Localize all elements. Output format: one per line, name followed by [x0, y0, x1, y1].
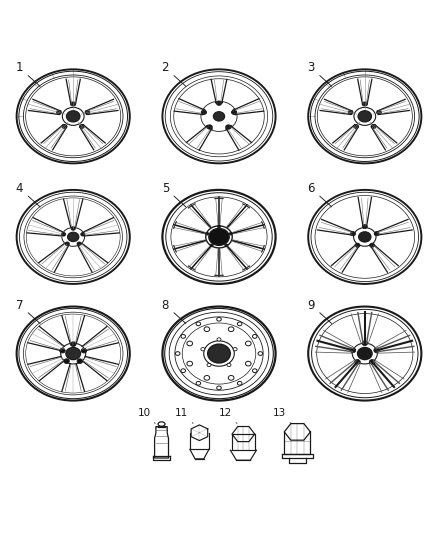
Ellipse shape	[181, 335, 186, 338]
Ellipse shape	[61, 232, 66, 236]
Ellipse shape	[176, 352, 180, 356]
Text: 12: 12	[219, 408, 237, 423]
Ellipse shape	[67, 232, 79, 241]
Ellipse shape	[196, 382, 201, 385]
Ellipse shape	[362, 341, 367, 345]
Ellipse shape	[217, 338, 221, 341]
Ellipse shape	[357, 348, 372, 360]
Text: 4: 4	[16, 182, 40, 207]
Ellipse shape	[227, 364, 231, 367]
Ellipse shape	[245, 361, 251, 366]
Ellipse shape	[71, 227, 75, 230]
Ellipse shape	[204, 376, 210, 380]
Ellipse shape	[355, 243, 360, 247]
Ellipse shape	[207, 364, 211, 367]
Ellipse shape	[57, 110, 61, 115]
Ellipse shape	[353, 124, 358, 128]
Ellipse shape	[65, 242, 69, 246]
Ellipse shape	[232, 110, 237, 115]
Text: 5: 5	[162, 182, 186, 207]
Ellipse shape	[181, 369, 186, 373]
Ellipse shape	[187, 361, 193, 366]
Ellipse shape	[226, 125, 231, 129]
Ellipse shape	[204, 327, 210, 332]
Ellipse shape	[62, 124, 67, 128]
Ellipse shape	[77, 359, 83, 364]
Text: 11: 11	[175, 408, 193, 423]
Ellipse shape	[362, 224, 367, 229]
Ellipse shape	[237, 322, 242, 326]
Ellipse shape	[252, 335, 257, 338]
Ellipse shape	[71, 342, 76, 346]
Text: 7: 7	[16, 298, 40, 324]
Ellipse shape	[209, 229, 229, 245]
Ellipse shape	[187, 341, 193, 346]
Ellipse shape	[218, 225, 220, 228]
Ellipse shape	[355, 360, 360, 364]
Ellipse shape	[245, 341, 251, 346]
Ellipse shape	[350, 348, 356, 353]
Ellipse shape	[201, 110, 206, 115]
Text: 3: 3	[307, 61, 332, 86]
Ellipse shape	[210, 244, 213, 246]
Ellipse shape	[233, 348, 237, 351]
Ellipse shape	[225, 244, 228, 246]
Ellipse shape	[85, 110, 90, 115]
Ellipse shape	[228, 376, 234, 380]
Ellipse shape	[230, 232, 232, 235]
Ellipse shape	[228, 327, 234, 332]
Ellipse shape	[359, 232, 371, 242]
Ellipse shape	[217, 317, 221, 321]
Ellipse shape	[371, 124, 376, 128]
Text: 8: 8	[162, 298, 186, 324]
Ellipse shape	[258, 352, 262, 356]
Ellipse shape	[213, 111, 225, 121]
Ellipse shape	[67, 111, 80, 122]
Ellipse shape	[71, 102, 76, 106]
Ellipse shape	[81, 232, 85, 236]
Ellipse shape	[206, 232, 208, 235]
Ellipse shape	[370, 243, 374, 247]
Ellipse shape	[358, 111, 371, 122]
Ellipse shape	[80, 124, 85, 128]
Ellipse shape	[217, 386, 221, 390]
Ellipse shape	[207, 125, 212, 129]
Ellipse shape	[60, 349, 65, 353]
Ellipse shape	[77, 242, 81, 246]
Text: 13: 13	[273, 408, 291, 423]
Ellipse shape	[252, 369, 257, 373]
Ellipse shape	[81, 349, 87, 353]
Text: 9: 9	[307, 298, 332, 324]
Ellipse shape	[362, 102, 367, 106]
Text: 2: 2	[162, 61, 186, 86]
Ellipse shape	[237, 382, 242, 385]
Ellipse shape	[64, 359, 69, 364]
Ellipse shape	[369, 360, 375, 364]
Text: 10: 10	[138, 408, 155, 423]
Ellipse shape	[196, 322, 201, 326]
Ellipse shape	[216, 101, 222, 106]
Ellipse shape	[201, 348, 205, 351]
Text: 1: 1	[16, 61, 40, 86]
Ellipse shape	[348, 110, 353, 115]
Text: 6: 6	[307, 182, 332, 207]
Ellipse shape	[377, 110, 381, 115]
Ellipse shape	[374, 232, 379, 236]
Ellipse shape	[350, 232, 356, 236]
Ellipse shape	[66, 348, 81, 360]
Ellipse shape	[374, 348, 379, 353]
Ellipse shape	[208, 344, 230, 363]
